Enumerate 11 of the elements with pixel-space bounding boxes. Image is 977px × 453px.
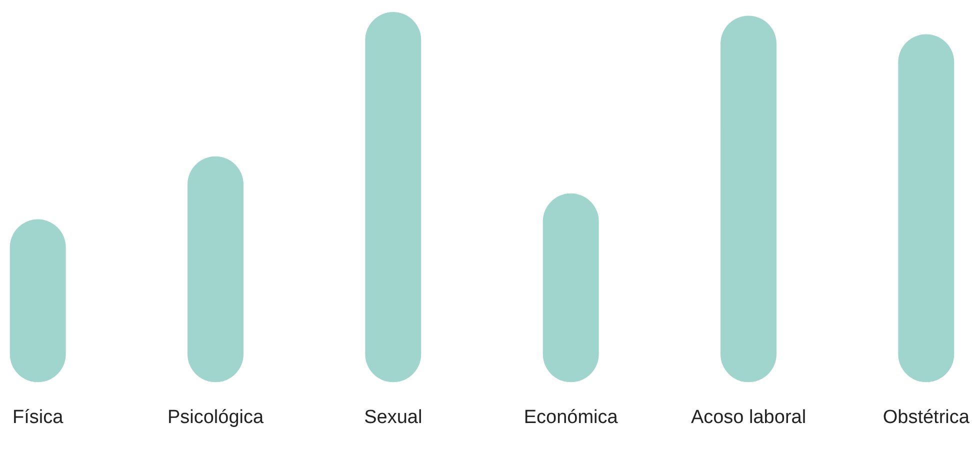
bar [542, 193, 599, 382]
bar [365, 12, 422, 382]
x-tick-label: Acoso laboral [690, 406, 806, 428]
x-tick-label: Económica [524, 406, 618, 428]
bar [188, 156, 244, 382]
x-tick-label: Psicológica [167, 406, 264, 428]
x-tick-label: Física [12, 406, 64, 428]
x-tick-label: Sexual [364, 406, 422, 428]
bar [898, 34, 954, 382]
bar [720, 16, 776, 382]
x-tick-label: Obstétrica [882, 406, 970, 428]
